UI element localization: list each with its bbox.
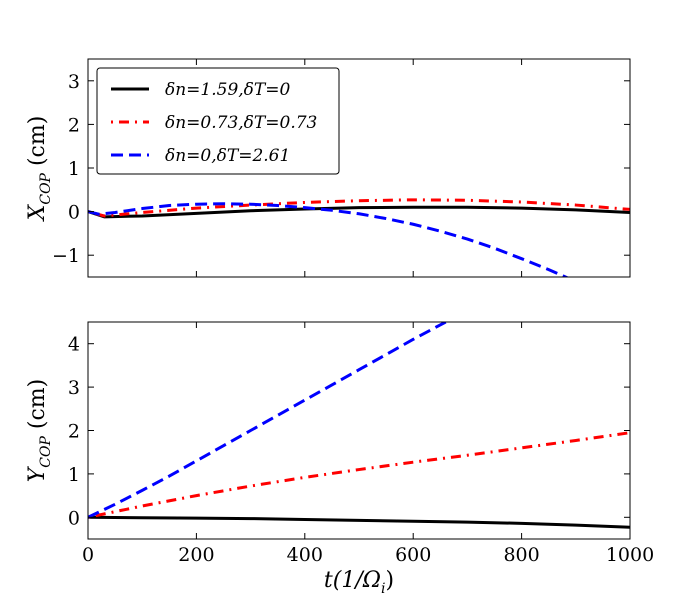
x-tick-label-bottom-1: 200 <box>178 544 214 566</box>
x-tick-label-bottom-4: 800 <box>503 544 539 566</box>
legend-label-2: δn=0,δT=2.61 <box>165 146 290 166</box>
y-tick-label-bottom-2: 2 <box>68 421 80 443</box>
y-tick-label-top-3: 2 <box>68 114 80 136</box>
series-group-bottom <box>88 322 630 529</box>
y-axis-label-top: XCOP (cm) <box>25 116 54 223</box>
series-line-bottom-0 <box>88 515 630 529</box>
series-line-bottom-2 <box>88 322 447 519</box>
legend-label-0: δn=1.59,δT=0 <box>165 80 291 100</box>
plot-bottom: 0 200 400 600 800 1000 0 1 2 3 4 YCOP (cm) t(1/Ωi) <box>25 321 654 597</box>
axes-frame-bottom <box>87 321 631 540</box>
y-axis-label-bottom: YCOP (cm) <box>25 379 54 482</box>
x-tick-label-bottom-5: 1000 <box>606 544 654 566</box>
series-line-bottom-1 <box>88 431 630 519</box>
series-line-top-1 <box>88 198 630 218</box>
x-tick-label-bottom-0: 0 <box>82 544 94 566</box>
y-tick-label-bottom-1: 1 <box>68 464 80 486</box>
y-tick-label-bottom-4: 4 <box>68 334 80 356</box>
y-tick-label-top-4: 3 <box>68 71 80 93</box>
y-tick-label-top-1: 0 <box>68 202 80 224</box>
series-line-top-0 <box>88 205 630 219</box>
x-tick-label-bottom-3: 600 <box>395 544 431 566</box>
legend-box <box>96 67 340 175</box>
y-tick-label-bottom-0: 0 <box>68 507 80 529</box>
x-axis-label-bottom: t(1/Ωi) <box>324 568 394 597</box>
legend-label-1: δn=0.73,δT=0.73 <box>165 113 317 133</box>
legend: δn=1.59,δT=0 δn=0.73,δT=0.73 δn=0,δT=2.61 <box>96 67 340 175</box>
y-tick-label-top-2: 1 <box>68 158 80 180</box>
x-tick-label-bottom-2: 400 <box>287 544 323 566</box>
y-tick-label-bottom-3: 3 <box>68 377 80 399</box>
series-group-top <box>88 198 630 277</box>
series-line-top-2 <box>88 202 570 277</box>
plot-top: −1 0 1 2 3 XCOP (cm) δn=1.59,δT=0 δn=0.73,δT=0.… <box>25 58 631 278</box>
y-tick-label-top-0: −1 <box>52 245 80 267</box>
